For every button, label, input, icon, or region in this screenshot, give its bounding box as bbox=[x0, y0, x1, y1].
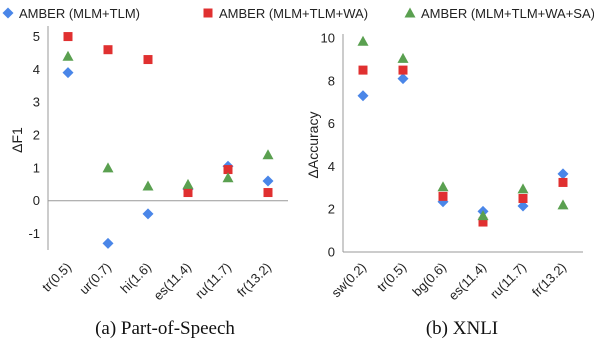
data-point bbox=[62, 50, 74, 61]
panel-xnli: 0 2 4 6 8 10 ΔAccuracy sw(0.2) tr(0.5) bg(0.6)es(… bbox=[305, 31, 583, 339]
data-point bbox=[142, 208, 154, 220]
legend-label: AMBER (MLM+TLM) bbox=[19, 6, 140, 21]
x-tick-label: ru(11.7) bbox=[487, 260, 529, 302]
y-tick-label: 2 bbox=[328, 202, 335, 217]
data-point bbox=[437, 181, 449, 192]
data-point bbox=[183, 188, 193, 198]
data-point bbox=[517, 183, 529, 194]
y-tick-label: 10 bbox=[321, 31, 335, 46]
data-point bbox=[102, 237, 114, 249]
data-point bbox=[477, 210, 489, 221]
legend-label: AMBER (MLM+TLM+WA) bbox=[219, 6, 368, 21]
data-point bbox=[62, 67, 74, 79]
series-square bbox=[358, 65, 568, 227]
x-tick-label: es(11.4) bbox=[445, 260, 489, 304]
y-tick-label: 2 bbox=[33, 128, 40, 143]
x-tick-label: tr(0.5) bbox=[39, 260, 74, 295]
x-tick-label: tr(0.5) bbox=[374, 260, 409, 295]
x-tick-label: fr(13.2) bbox=[529, 260, 569, 300]
y-tick-label: 4 bbox=[328, 159, 335, 174]
data-point bbox=[478, 217, 488, 227]
data-point bbox=[222, 172, 234, 183]
x-tick-label: sw(0.2) bbox=[328, 260, 369, 301]
legend: AMBER (MLM+TLM) AMBER (MLM+TLM+WA) AMBER (… bbox=[2, 6, 594, 21]
series-diamond bbox=[62, 67, 274, 249]
data-point bbox=[358, 65, 368, 75]
data-point bbox=[397, 73, 409, 85]
panel-caption: (b) XNLI bbox=[426, 318, 498, 339]
x-tick-label: ru(11.7) bbox=[192, 260, 234, 302]
legend-marker-icon bbox=[404, 7, 416, 18]
data-point bbox=[102, 162, 114, 173]
y-axis-label: ΔF1 bbox=[9, 127, 25, 153]
y-tick-label: 6 bbox=[328, 116, 335, 131]
data-point bbox=[223, 165, 233, 175]
data-point bbox=[63, 32, 73, 42]
series-diamond bbox=[357, 73, 569, 217]
y-tick-label: 0 bbox=[328, 245, 335, 260]
data-point bbox=[557, 199, 569, 210]
y-tick-label: 8 bbox=[328, 73, 335, 88]
data-point bbox=[518, 194, 528, 203]
y-axis-label: ΔAccuracy bbox=[305, 112, 321, 179]
data-point bbox=[398, 65, 408, 75]
series-square bbox=[63, 32, 273, 198]
x-tick-label: hi(1.6) bbox=[117, 260, 154, 297]
x-tick-label: bg(0.6) bbox=[409, 260, 449, 300]
data-point bbox=[262, 175, 274, 187]
data-point bbox=[103, 45, 113, 55]
x-tick-label: es(11.4) bbox=[150, 260, 194, 304]
data-point bbox=[142, 180, 154, 191]
legend-label: AMBER (MLM+TLM+WA+SA) bbox=[421, 6, 594, 21]
data-point bbox=[558, 177, 568, 187]
data-point bbox=[517, 200, 529, 212]
legend-marker-icon bbox=[203, 8, 213, 18]
series-triangle bbox=[357, 35, 569, 221]
data-point bbox=[182, 178, 194, 189]
panel-caption: (a) Part-of-Speech bbox=[95, 318, 235, 339]
y-tick-label: 0 bbox=[33, 193, 40, 208]
data-point bbox=[357, 90, 369, 102]
data-point bbox=[557, 168, 569, 180]
y-tick-label: 4 bbox=[33, 62, 40, 77]
legend-marker-icon bbox=[2, 7, 14, 19]
legend-entry: AMBER (MLM+TLM) bbox=[2, 6, 140, 21]
legend-entry: AMBER (MLM+TLM+WA) bbox=[203, 6, 368, 21]
data-point bbox=[143, 55, 153, 65]
y-tick-label: -1 bbox=[28, 226, 40, 241]
legend-entry: AMBER (MLM+TLM+WA+SA) bbox=[404, 6, 594, 21]
panel-part-of-speech: -1 0 1 2 3 4 5 ΔF1 tr(0.5) ur(0.7) hi(1.6)es(11.4)… bbox=[9, 26, 288, 339]
data-point bbox=[397, 52, 409, 63]
y-tick-label: 1 bbox=[33, 160, 40, 175]
data-point bbox=[263, 188, 273, 198]
series-triangle bbox=[62, 50, 274, 191]
data-point bbox=[357, 35, 369, 46]
x-tick-label: fr(13.2) bbox=[234, 260, 274, 300]
y-tick-label: 5 bbox=[33, 29, 40, 44]
data-point bbox=[438, 191, 448, 201]
data-point bbox=[262, 149, 274, 160]
x-tick-label: ur(0.7) bbox=[76, 260, 114, 298]
y-tick-label: 3 bbox=[33, 95, 40, 110]
